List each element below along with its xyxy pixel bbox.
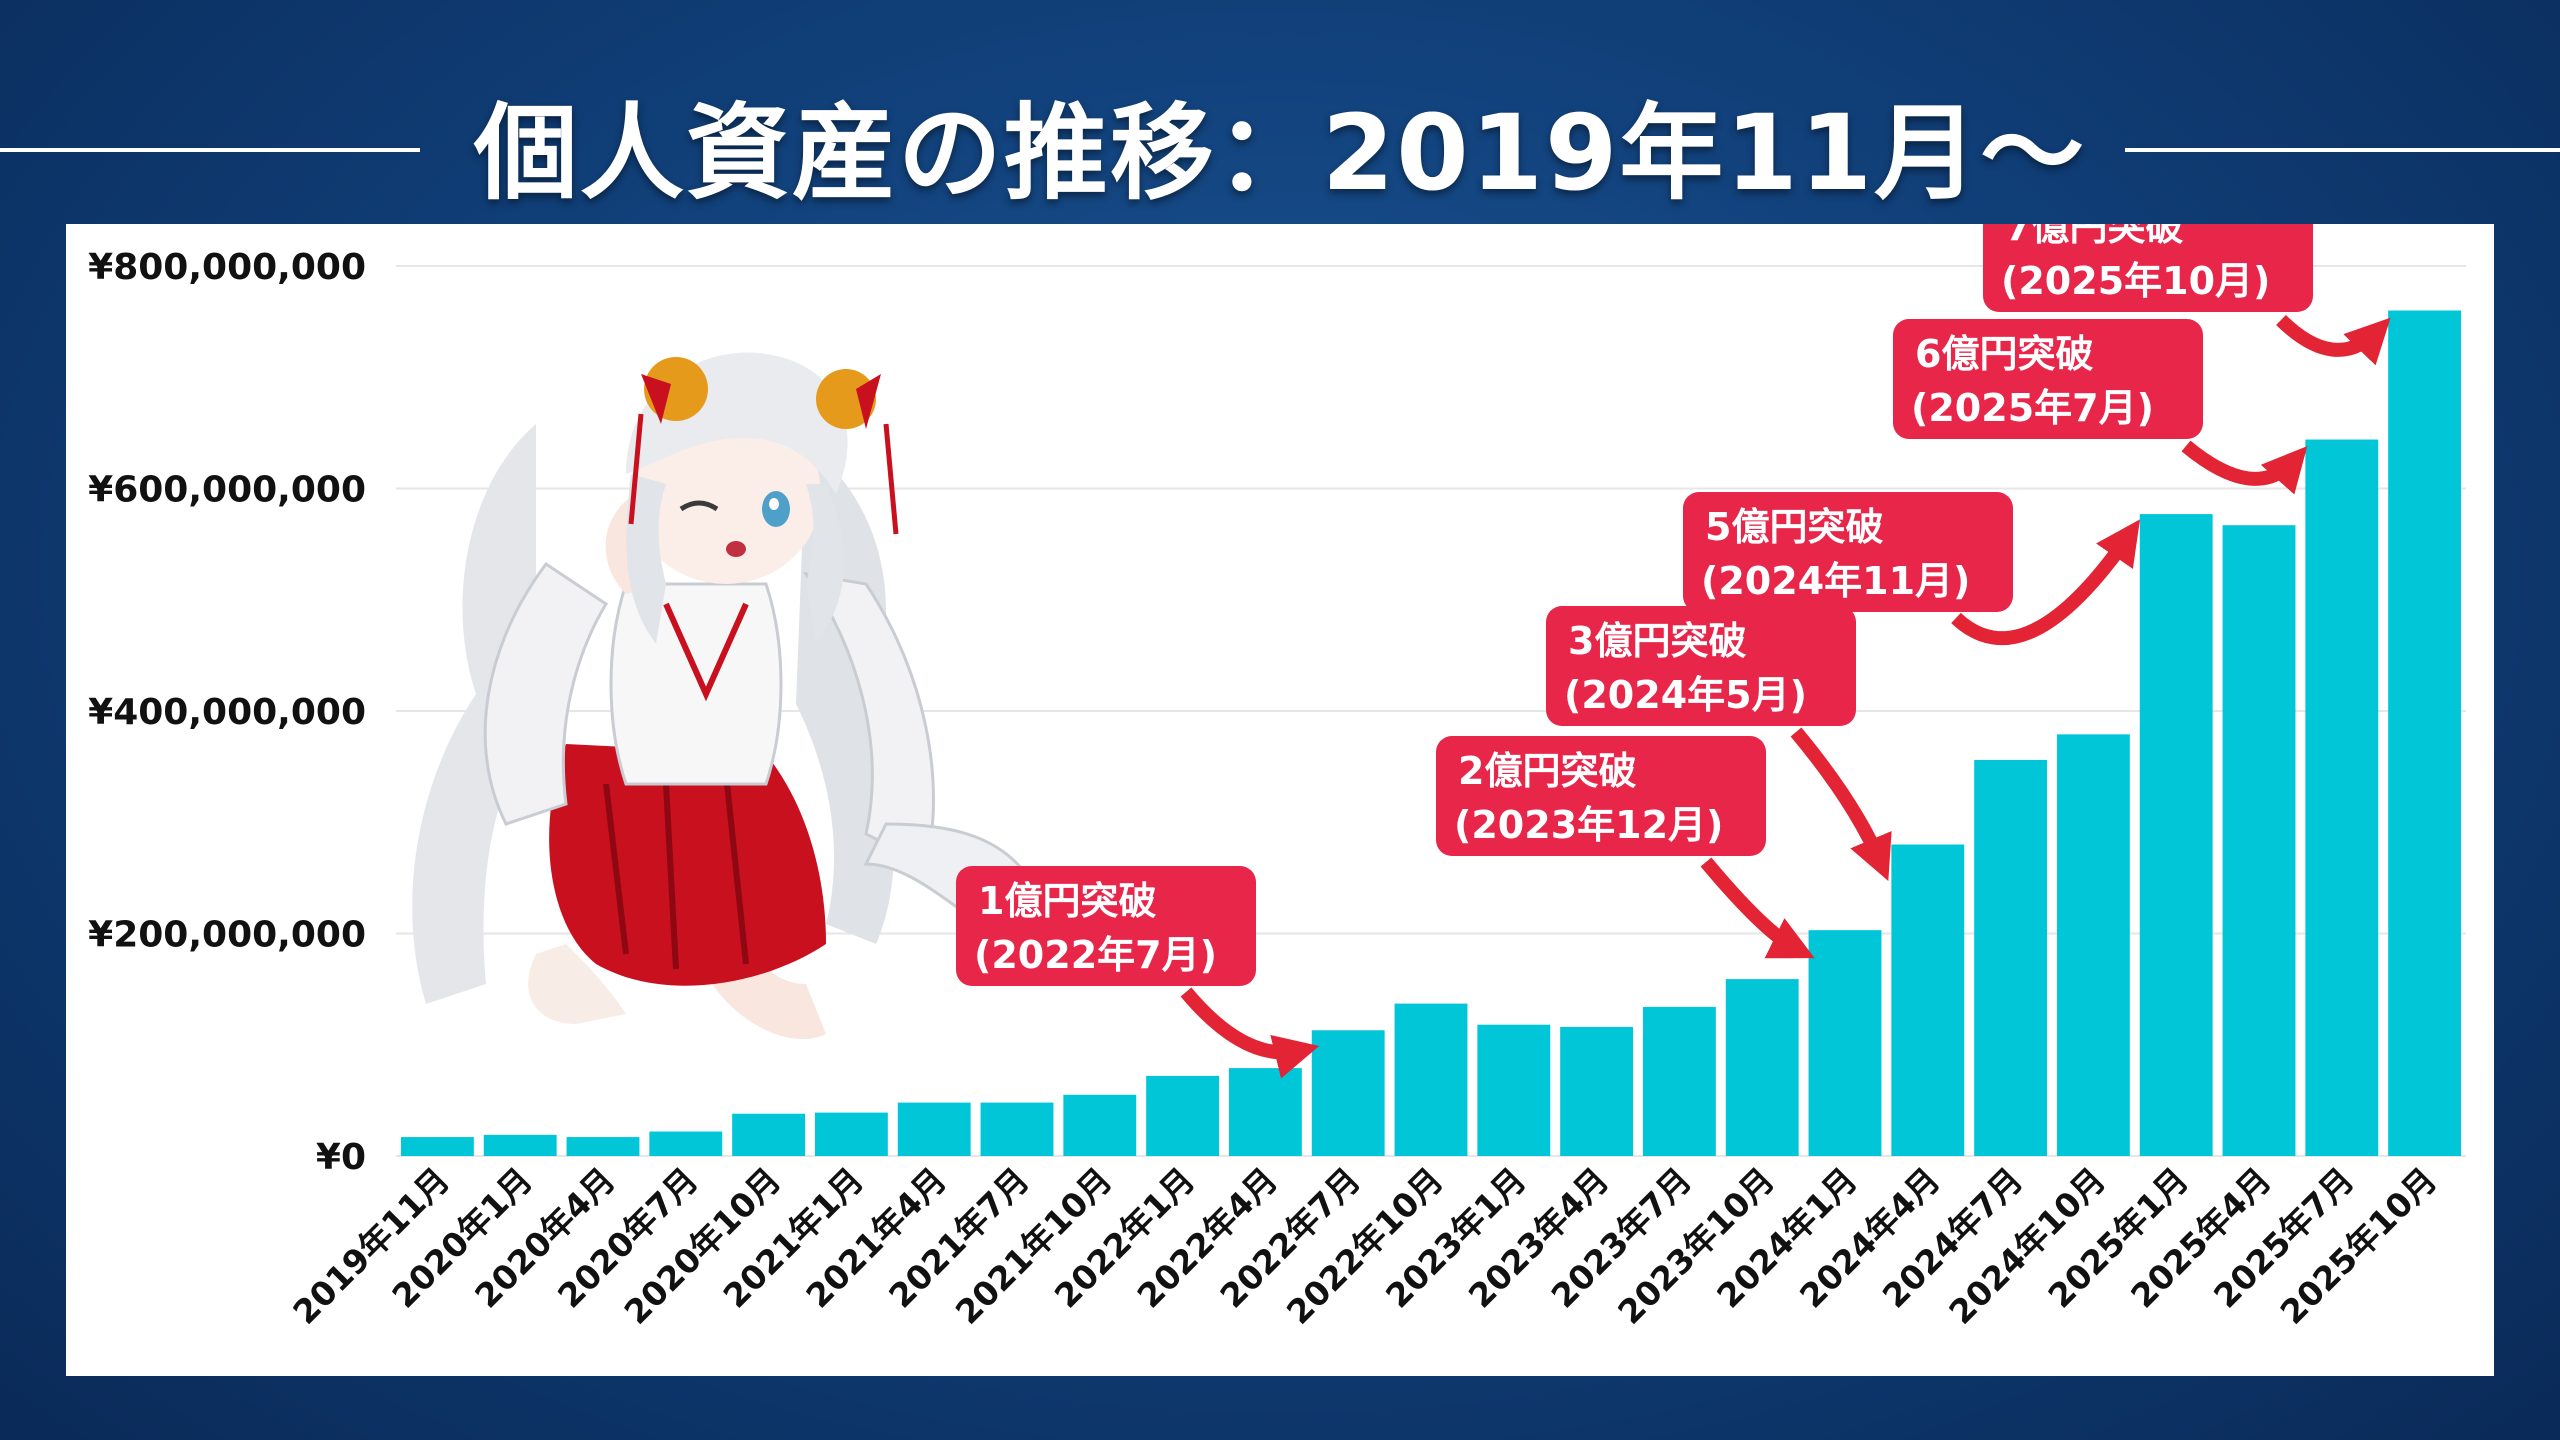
callout-date: (2023年12月)	[1454, 803, 1723, 847]
callout-date: (2025年7月)	[1911, 386, 2154, 430]
y-axis-ticks: ¥0 ¥200,000,000 ¥400,000,000 ¥600,000,000 ¥8…	[88, 247, 366, 1178]
title-rule-left	[0, 148, 420, 152]
bar	[1808, 930, 1882, 1156]
bar	[732, 1113, 806, 1156]
callout-title: 2億円突破	[1458, 749, 1636, 793]
callout-box	[1983, 224, 2313, 312]
y-tick-label: ¥400,000,000	[88, 692, 366, 733]
bar	[2139, 514, 2213, 1156]
bar-chart: ¥0 ¥200,000,000 ¥400,000,000 ¥600,000,000 ¥8…	[88, 224, 2466, 1332]
callout-box	[956, 866, 1256, 986]
bar	[400, 1137, 474, 1156]
callout-date: (2022年7月)	[974, 933, 1217, 977]
chart-panel: ¥0 ¥200,000,000 ¥400,000,000 ¥600,000,000 ¥8…	[66, 224, 2494, 1376]
callout-title: 6億円突破	[1915, 332, 2093, 376]
y-tick-label: ¥800,000,000	[88, 247, 366, 288]
page-title: 個人資産の推移：2019年11月～	[473, 92, 2087, 214]
mascot-illustration	[412, 352, 1029, 1040]
callout-title: 1億円突破	[978, 879, 1156, 923]
milestone-callout: 7億円突破 (2025年10月)	[1983, 224, 2391, 366]
callout-title: 3億円突破	[1568, 619, 1746, 663]
callout-date: (2025年10月)	[2001, 259, 2270, 303]
callout-arrow	[2181, 440, 2308, 495]
bar	[1974, 759, 2048, 1156]
callout-date: (2024年11月)	[1701, 559, 1970, 603]
title-rule-right	[2125, 148, 2560, 152]
x-axis-ticks: 2019年11月2020年1月2020年4月2020年7月2020年10月202…	[285, 1160, 2444, 1332]
milestone-callout: 6億円突破 (2025年7月)	[1893, 319, 2308, 495]
bar	[897, 1102, 971, 1156]
bar	[1394, 1003, 1468, 1156]
y-tick-label: ¥200,000,000	[88, 915, 366, 956]
milestone-callout: 5億円突破 (2024年11月)	[1683, 492, 2140, 646]
callout-box	[1893, 319, 2203, 439]
bar	[649, 1131, 723, 1156]
bar	[1642, 1006, 1716, 1156]
bar	[1146, 1075, 1220, 1156]
y-tick-label: ¥600,000,000	[88, 470, 366, 511]
callout-title: 7億円突破	[2005, 224, 2183, 249]
callout-arrow	[2276, 314, 2391, 366]
callouts: 1億円突破 (2022年7月) 2億円突破 (2023年12月) 3億円突破 (2024年…	[956, 224, 2391, 1079]
callout-box	[1436, 736, 1766, 856]
bar	[1477, 1024, 1551, 1156]
milestone-callout: 1億円突破 (2022年7月)	[956, 866, 1320, 1079]
y-tick-label: ¥0	[316, 1137, 366, 1178]
bar	[1560, 1026, 1634, 1156]
bar	[566, 1137, 640, 1156]
milestone-callout: 2億円突破 (2023年12月)	[1436, 736, 1815, 959]
milestone-callout: 3億円突破 (2024年5月)	[1546, 606, 1892, 882]
bar	[814, 1112, 888, 1156]
title-bar: 個人資産の推移：2019年11月～	[0, 30, 2560, 214]
bar	[1063, 1094, 1137, 1156]
bar	[2305, 439, 2379, 1156]
callout-arrow	[1180, 987, 1320, 1079]
bar	[2388, 310, 2462, 1156]
bar	[980, 1102, 1054, 1156]
bar	[483, 1134, 557, 1156]
callout-title: 5億円突破	[1705, 505, 1883, 549]
callout-arrow	[1700, 857, 1815, 959]
bar	[2222, 525, 2296, 1156]
bar	[1725, 979, 1799, 1156]
callout-date: (2024年5月)	[1564, 673, 1807, 717]
bars	[400, 310, 2462, 1156]
bar	[1891, 844, 1965, 1156]
bar	[1311, 1030, 1385, 1156]
callout-box	[1683, 492, 2013, 612]
bar	[2056, 734, 2130, 1156]
callout-arrow	[1951, 519, 2140, 646]
callout-arrow	[1790, 727, 1892, 882]
callout-box	[1546, 606, 1856, 726]
bar	[1228, 1068, 1302, 1156]
